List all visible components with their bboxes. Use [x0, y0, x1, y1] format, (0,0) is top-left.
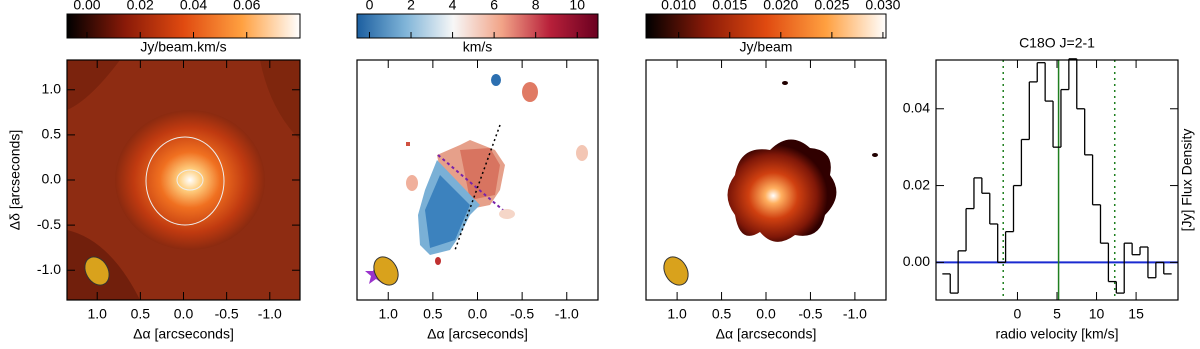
colorbar-tick-label: 0.020	[763, 0, 798, 13]
colorbar-tick-label: 0.00	[73, 0, 100, 13]
x-tick-label: -0.5	[510, 306, 534, 322]
x-tick-label: 0.0	[174, 306, 194, 322]
x-tick-label: 1.0	[87, 306, 107, 322]
colorbar	[356, 13, 599, 39]
chart-title: C18O J=2-1	[1019, 35, 1095, 51]
x-axis-label: Δα [arcseconds]	[133, 326, 234, 342]
colorbar-tick-label: 0.015	[712, 0, 747, 13]
colorbar-tick-label: 8	[532, 0, 540, 13]
x-tick-label: 0	[1014, 306, 1022, 322]
colorbar-tick-label: 4	[449, 0, 457, 13]
colorbar-tick-label: 10	[569, 0, 585, 13]
x-tick-label: 0.0	[756, 306, 776, 322]
x-tick-label: 0.5	[712, 306, 732, 322]
x-tick-label: 0.5	[423, 306, 443, 322]
moment0-image	[67, 60, 300, 300]
colorbar-label: Jy/beam.km/s	[140, 39, 226, 55]
x-tick-label: -1.0	[843, 306, 867, 322]
peak-image	[663, 81, 878, 286]
y-tick-label: 0.5	[42, 126, 62, 142]
x-tick-label: 1.0	[667, 306, 687, 322]
y-tick-label: 1.0	[42, 80, 62, 96]
y-tick-label: 0.0	[42, 171, 62, 187]
x-tick-label: -1.0	[555, 306, 579, 322]
x-tick-label: 10	[1089, 306, 1105, 322]
colorbar	[645, 13, 887, 39]
x-axis-label: Δα [arcseconds]	[716, 326, 817, 342]
colorbar	[66, 13, 301, 39]
x-tick-label: 0.5	[131, 306, 151, 322]
x-tick-label: 15	[1128, 306, 1144, 322]
x-axis-label: radio velocity [km/s]	[996, 326, 1119, 342]
x-tick-label: 5	[1053, 306, 1061, 322]
colorbar-tick-label: 6	[490, 0, 498, 13]
y-tick-label: 0.04	[903, 99, 930, 115]
y-tick-label: -0.5	[37, 216, 61, 232]
y-tick-label: 0.00	[903, 253, 930, 269]
y-tick-label: 0.02	[903, 176, 930, 192]
y-axis-label: Δδ [arcseconds]	[7, 130, 23, 230]
colorbar-tick-label: 2	[407, 0, 415, 13]
x-tick-label: 0.0	[468, 306, 488, 322]
x-axis-label: Δα [arcseconds]	[427, 326, 528, 342]
x-tick-label: -1.0	[258, 306, 282, 322]
plot-frame	[645, 59, 887, 301]
y-tick-label: -1.0	[37, 261, 61, 277]
colorbar-tick-label: 0.02	[127, 0, 154, 13]
x-tick-label: -0.5	[215, 306, 239, 322]
moment1-image	[365, 74, 588, 286]
colorbar-tick-label: 0	[366, 0, 374, 13]
plot-frame	[66, 59, 301, 301]
x-tick-label: 1.0	[379, 306, 399, 322]
colorbar-label: km/s	[463, 39, 493, 55]
colorbar-tick-label: 0.010	[661, 0, 696, 13]
colorbar-tick-label: 0.030	[865, 0, 900, 13]
colorbar-tick-label: 0.04	[180, 0, 207, 13]
colorbar-tick-label: 0.06	[233, 0, 260, 13]
plot-frame	[935, 59, 1179, 301]
x-tick-label: -0.5	[798, 306, 822, 322]
plot-frame	[356, 59, 599, 301]
y-axis-label: [Jy] Flux Density	[1179, 129, 1195, 232]
colorbar-label: Jy/beam	[740, 39, 793, 55]
colorbar-tick-label: 0.025	[814, 0, 849, 13]
